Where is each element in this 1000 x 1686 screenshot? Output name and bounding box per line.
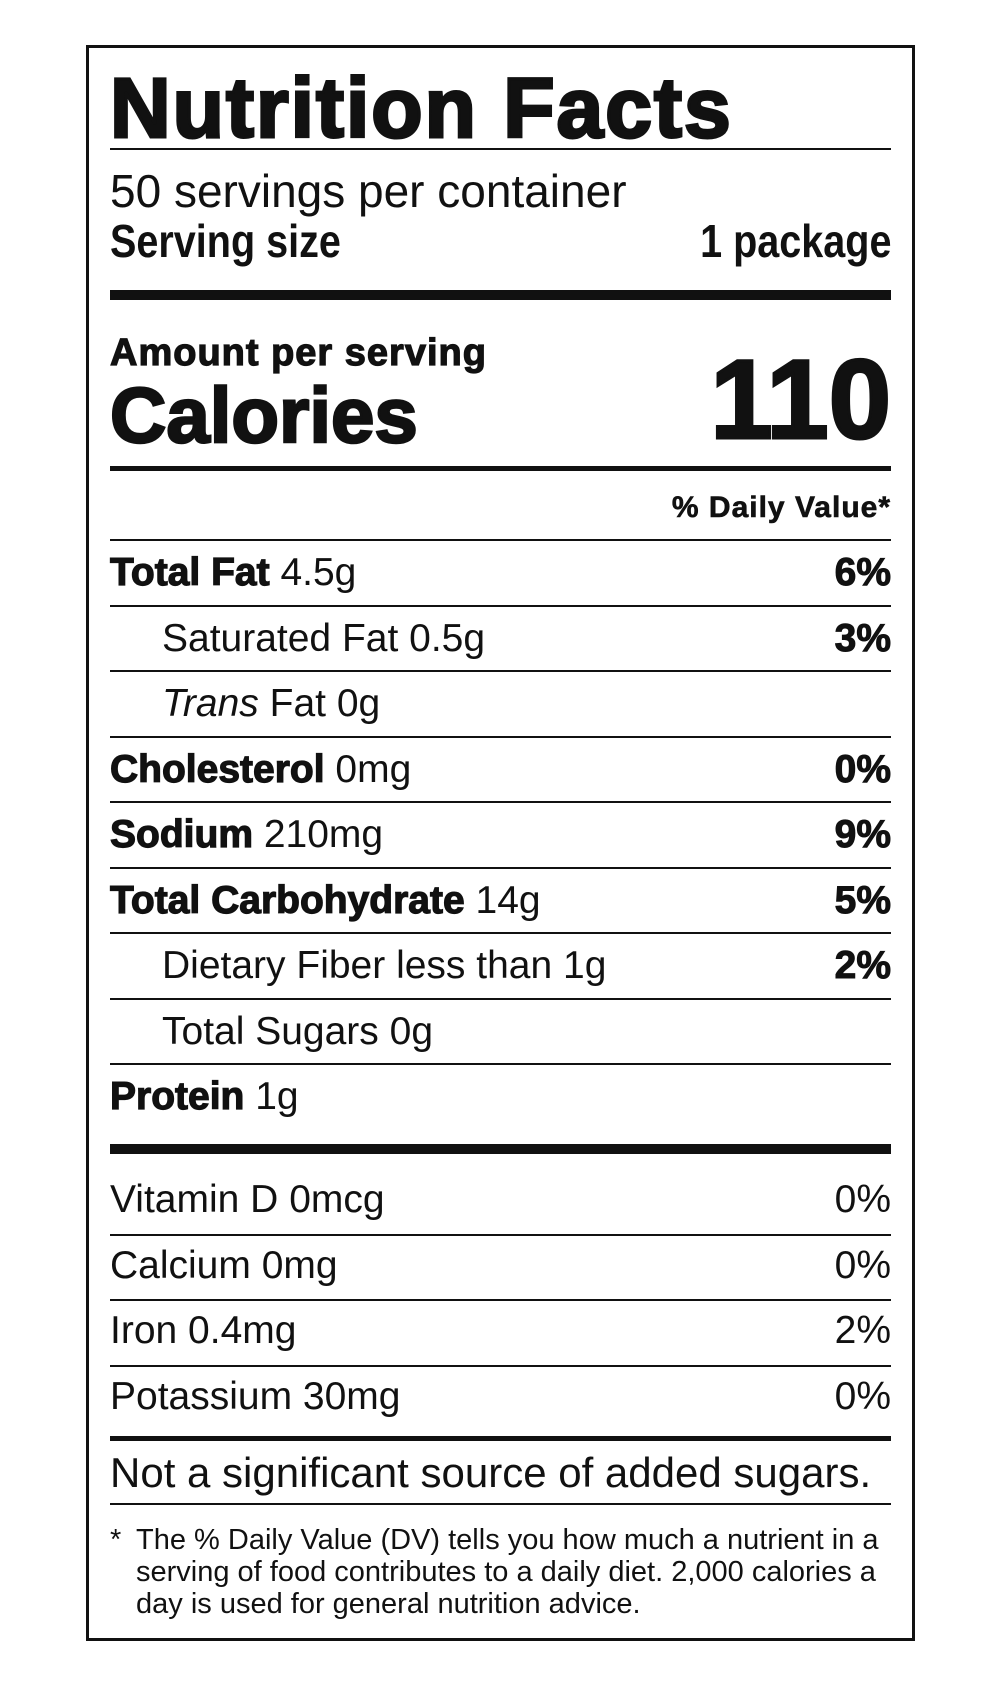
divider — [110, 736, 891, 738]
divider — [110, 605, 891, 607]
nutrient-row-total-sugars: Total Sugars 0g — [110, 1002, 891, 1062]
footnote: * The % Daily Value (DV) tells you how m… — [110, 1524, 891, 1620]
nutrient-name: Sodium — [109, 812, 253, 856]
nutrient-amount: 0mg — [335, 748, 412, 791]
medium-divider — [110, 1436, 891, 1441]
serving-size-value: 1 package — [699, 215, 891, 267]
nutrient-amount: 4.5g — [280, 551, 357, 594]
amount-per-serving: Amount per serving — [109, 331, 487, 374]
nutrient-name: Trans — [162, 682, 259, 725]
daily-value-header: % Daily Value* — [671, 491, 891, 525]
nutrient-row-trans-fat: Trans Fat 0g — [110, 674, 891, 734]
nutrient-row-cholesterol: Cholesterol 0mg 0% — [109, 740, 891, 800]
vitamin-row-vitamin-d: Vitamin D 0mcg 0% — [110, 1170, 891, 1230]
divider — [110, 1299, 891, 1301]
serving-size-label: Serving size — [110, 215, 341, 267]
vitamin-row-iron: Iron 0.4mg 2% — [110, 1301, 891, 1361]
nutrient-amount: 0g — [389, 1010, 434, 1053]
divider — [110, 539, 891, 541]
nutrient-amount: 0.5g — [409, 617, 486, 660]
vitamin-amount: 30mg — [302, 1375, 401, 1418]
nutrient-name: Protein — [109, 1074, 245, 1118]
nutrient-dv: 3% — [834, 617, 891, 661]
thick-divider — [110, 290, 891, 300]
divider — [110, 1365, 891, 1367]
nutrient-row-total-carbohydrate: Total Carbohydrate 14g 5% — [109, 871, 891, 931]
vitamin-dv: 0% — [834, 1178, 891, 1221]
nutrient-dv: 9% — [834, 813, 891, 857]
nutrient-name: Cholesterol — [109, 747, 325, 791]
label-title: Nutrition Facts — [109, 60, 733, 157]
vitamin-row-calcium: Calcium 0mg 0% — [110, 1236, 891, 1296]
nutrient-row-sodium: Sodium 210mg 9% — [109, 805, 891, 865]
nutrient-row-total-fat: Total Fat 4.5g 6% — [109, 543, 891, 603]
nutrient-amount: 0g — [336, 682, 381, 725]
added-sugars-note: Not a significant source of added sugars… — [110, 1449, 872, 1496]
vitamin-amount: 0mcg — [289, 1178, 385, 1221]
nutrient-amount: less than 1g — [396, 944, 607, 987]
divider — [110, 1503, 891, 1505]
nutrient-amount: 14g — [475, 879, 541, 922]
vitamin-dv: 0% — [834, 1375, 891, 1418]
nutrient-amount: 1g — [255, 1075, 299, 1118]
nutrient-row-dietary-fiber: Dietary Fiber less than 1g 2% — [110, 936, 892, 996]
servings-per-container: 50 servings per container — [110, 165, 627, 217]
nutrient-name: Saturated Fat — [162, 617, 399, 660]
nutrient-row-saturated-fat: Saturated Fat 0.5g 3% — [110, 609, 892, 669]
divider — [110, 148, 891, 150]
nutrient-dv: 0% — [834, 748, 891, 792]
divider — [110, 867, 891, 869]
nutrient-amount: 210mg — [263, 813, 384, 856]
vitamin-name: Iron — [110, 1309, 178, 1352]
nutrient-dv: 6% — [834, 551, 891, 595]
divider — [110, 1063, 891, 1065]
serving-size: Serving size 1 package — [110, 213, 891, 269]
medium-divider — [110, 466, 891, 471]
nutrient-dv: 2% — [834, 944, 891, 988]
nutrition-facts-label: Nutrition Facts 50 servings per containe… — [86, 45, 915, 1641]
nutrient-name: Total Carbohydrate — [109, 878, 465, 922]
calories-label: Calories — [109, 370, 419, 461]
vitamin-amount: 0mg — [261, 1244, 338, 1287]
vitamin-name: Potassium — [110, 1375, 293, 1418]
divider — [110, 1234, 891, 1236]
divider — [110, 998, 891, 1000]
vitamin-dv: 0% — [834, 1244, 891, 1287]
vitamin-amount: 0.4mg — [188, 1309, 297, 1352]
divider — [110, 801, 891, 803]
vitamin-dv: 2% — [834, 1309, 891, 1352]
footnote-text: The % Daily Value (DV) tells you how muc… — [136, 1524, 879, 1620]
nutrient-name: Total Sugars — [162, 1010, 379, 1053]
footnote-marker: * — [110, 1524, 122, 1556]
nutrient-name-suffix: Fat — [269, 682, 326, 725]
nutrient-row-protein: Protein 1g — [109, 1067, 891, 1127]
vitamin-name: Calcium — [110, 1244, 251, 1287]
thick-divider — [110, 1144, 891, 1154]
nutrient-name: Total Fat — [109, 550, 270, 594]
nutrient-name: Dietary Fiber — [162, 944, 386, 987]
calories-value: 110 — [709, 337, 893, 462]
divider — [110, 932, 891, 934]
divider — [110, 670, 891, 672]
vitamin-name: Vitamin D — [110, 1178, 279, 1221]
nutrient-dv: 5% — [834, 879, 891, 923]
vitamin-row-potassium: Potassium 30mg 0% — [110, 1367, 891, 1427]
